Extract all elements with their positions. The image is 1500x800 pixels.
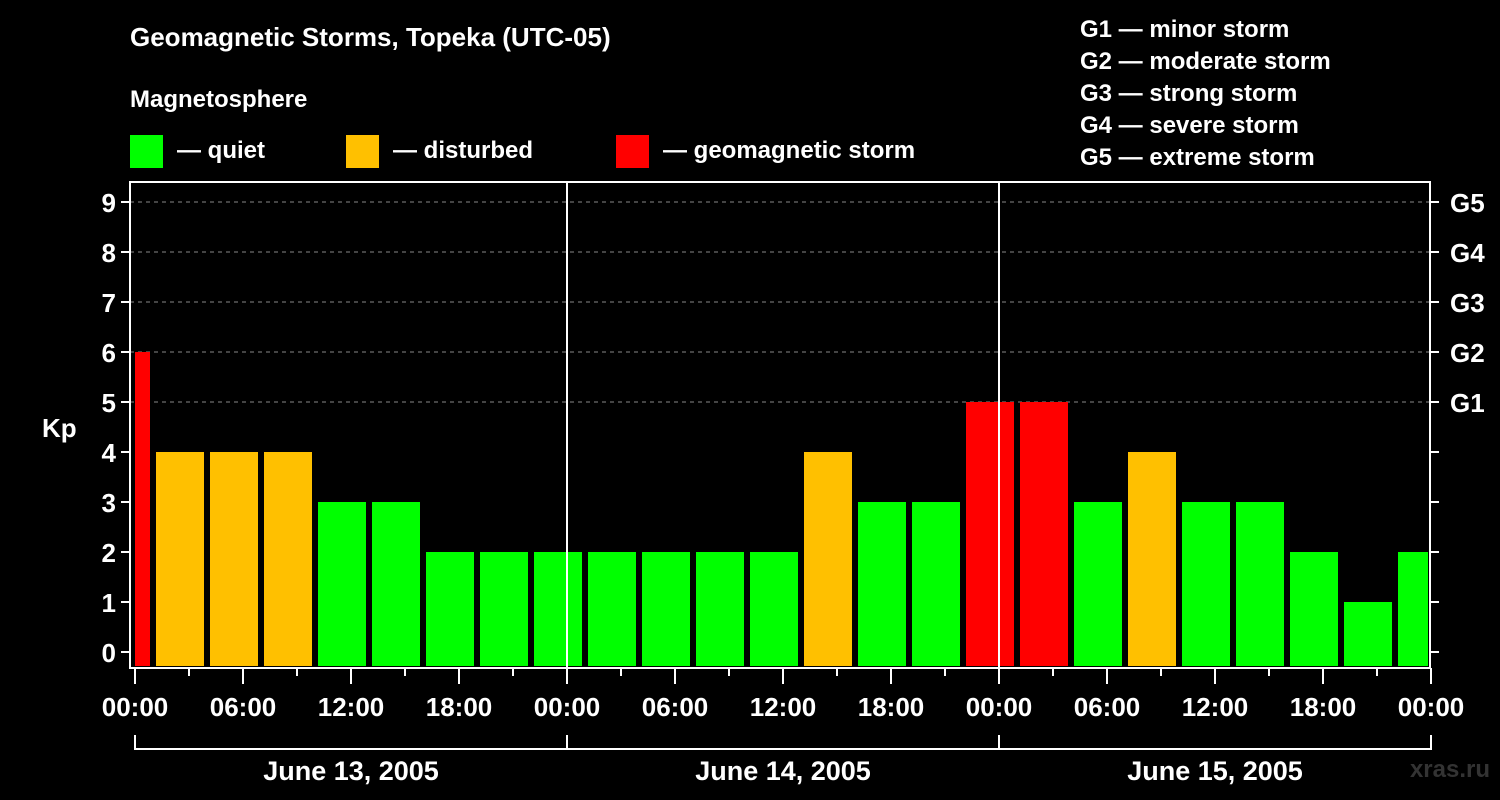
y-tick-label: 7 xyxy=(102,288,116,318)
kp-bar xyxy=(1074,502,1122,666)
g-level-label: G5 xyxy=(1450,188,1485,218)
legend-swatch xyxy=(616,134,649,168)
legend-item: — geomagnetic storm xyxy=(616,134,915,168)
g2-legend: G2 — moderate storm xyxy=(1080,48,1331,75)
kp-bar xyxy=(912,502,960,666)
kp-bar xyxy=(1182,502,1230,666)
y-tick-label: 4 xyxy=(102,438,117,468)
g4-legend: G4 — severe storm xyxy=(1080,112,1299,139)
x-tick-label: 00:00 xyxy=(102,692,169,722)
y-tick-label: 5 xyxy=(102,388,116,418)
day-label: June 14, 2005 xyxy=(695,756,871,786)
x-tick-label: 06:00 xyxy=(642,692,709,722)
y-tick-label: 8 xyxy=(102,238,116,268)
y-tick-label: 6 xyxy=(102,338,116,368)
x-tick-label: 18:00 xyxy=(858,692,925,722)
x-tick-label: 18:00 xyxy=(426,692,493,722)
x-tick-label: 18:00 xyxy=(1290,692,1357,722)
y-tick-label: 3 xyxy=(102,488,116,518)
x-tick-label: 00:00 xyxy=(966,692,1033,722)
kp-bar xyxy=(210,452,258,666)
x-tick-label: 12:00 xyxy=(750,692,817,722)
kp-bar xyxy=(750,552,798,666)
legend-swatch xyxy=(130,134,163,168)
kp-bar xyxy=(264,452,312,666)
legend-item: — quiet xyxy=(130,134,265,168)
x-tick-label: 06:00 xyxy=(210,692,277,722)
y-axis-label: Kp xyxy=(42,413,77,443)
plot-frame xyxy=(129,181,1431,669)
day-label: June 13, 2005 xyxy=(263,756,439,786)
kp-bar xyxy=(858,502,906,666)
kp-bar xyxy=(1398,552,1428,666)
x-tick-label: 00:00 xyxy=(1398,692,1465,722)
kp-bar xyxy=(1344,602,1392,666)
kp-bar xyxy=(1020,402,1068,666)
kp-bar xyxy=(642,552,690,666)
x-tick-label: 00:00 xyxy=(534,692,601,722)
kp-bar xyxy=(966,402,1014,666)
storm-level-legend: G1 — minor storm G2 — moderate storm G3 … xyxy=(1080,14,1331,174)
day-label: June 15, 2005 xyxy=(1127,756,1303,786)
g-level-label: G1 xyxy=(1450,388,1485,418)
x-tick-label: 12:00 xyxy=(1182,692,1249,722)
kp-bar xyxy=(480,552,528,666)
g5-legend: G5 — extreme storm xyxy=(1080,144,1315,171)
kp-bar xyxy=(534,552,582,666)
kp-bar xyxy=(426,552,474,666)
kp-bar xyxy=(804,452,852,666)
kp-bar xyxy=(135,352,150,666)
g1-legend: G1 — minor storm xyxy=(1080,16,1290,43)
kp-bar xyxy=(696,552,744,666)
legend-item: — disturbed xyxy=(346,134,533,168)
kp-bar xyxy=(156,452,204,666)
y-tick-label: 1 xyxy=(102,588,116,618)
y-tick-label: 2 xyxy=(102,538,116,568)
legend-label: — quiet xyxy=(177,137,265,164)
g-level-label: G2 xyxy=(1450,338,1485,368)
legend-label: — geomagnetic storm xyxy=(663,137,916,164)
g-level-label: G4 xyxy=(1450,238,1485,268)
x-tick-label: 12:00 xyxy=(318,692,385,722)
chart-title: Geomagnetic Storms, Topeka (UTC-05) xyxy=(130,22,611,52)
g3-legend: G3 — strong storm xyxy=(1080,80,1298,107)
y-tick-label: 9 xyxy=(102,188,116,218)
x-tick-label: 06:00 xyxy=(1074,692,1141,722)
kp-bar xyxy=(588,552,636,666)
watermark: xras.ru xyxy=(1409,756,1490,783)
g-level-label: G3 xyxy=(1450,288,1485,318)
legend-label: — disturbed xyxy=(393,137,534,164)
kp-bar xyxy=(1290,552,1338,666)
legend-swatch xyxy=(346,134,379,168)
kp-bar xyxy=(1128,452,1176,666)
kp-bar xyxy=(318,502,366,666)
y-tick-label: 0 xyxy=(102,638,116,668)
legend-subtitle: Magnetosphere xyxy=(130,86,308,113)
kp-bar xyxy=(372,502,420,666)
kp-bar xyxy=(1236,502,1284,666)
